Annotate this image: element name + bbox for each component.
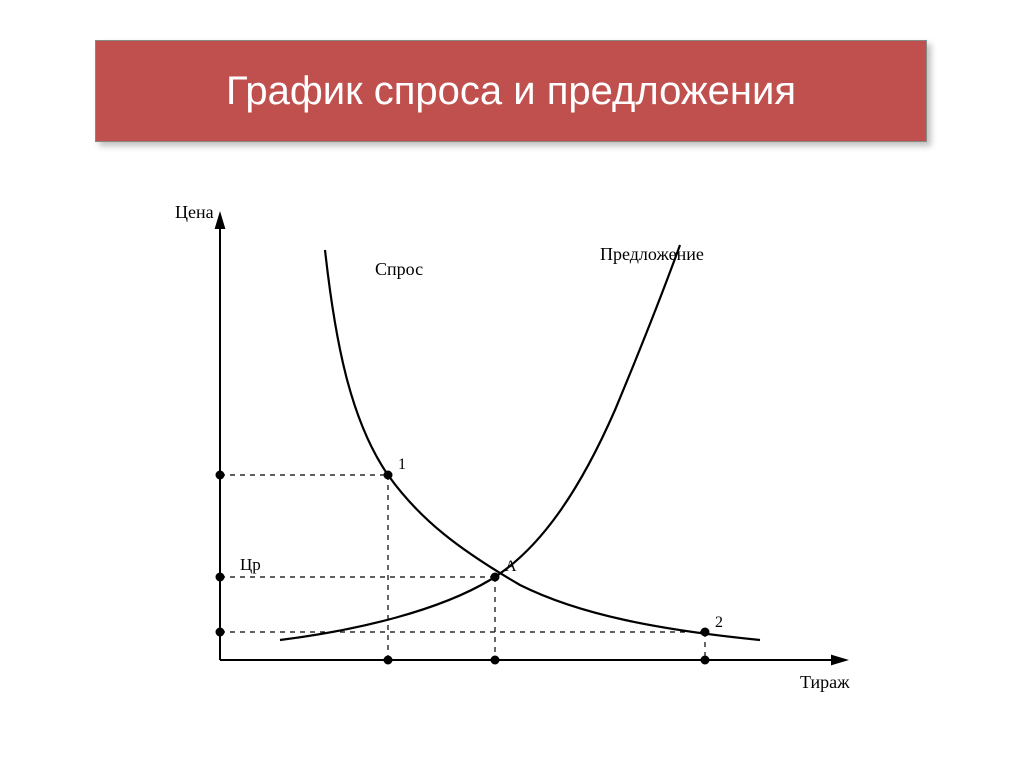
- price-equilibrium-label: Цр: [240, 555, 261, 574]
- point-x1: [384, 656, 393, 665]
- point-2: [701, 628, 710, 637]
- chart-svg: Цена Тираж Спрос Предложение 1 A 2 Цр: [140, 190, 890, 720]
- y-axis-label: Цена: [175, 202, 214, 222]
- point-yA: [216, 573, 225, 582]
- x-axis-arrow-icon: [831, 655, 849, 666]
- demand-curve-label: Спрос: [375, 259, 423, 279]
- point-y1: [216, 471, 225, 480]
- title-text: График спроса и предложения: [226, 69, 796, 114]
- y-axis-arrow-icon: [215, 211, 226, 229]
- point-1: [384, 471, 393, 480]
- point-1-label: 1: [398, 456, 406, 473]
- data-points: [216, 471, 710, 665]
- supply-curve: [280, 245, 680, 640]
- supply-curve-label: Предложение: [600, 244, 704, 264]
- x-axis-label: Тираж: [800, 672, 850, 692]
- point-A: [491, 573, 500, 582]
- demand-curve: [325, 250, 760, 640]
- point-y2: [216, 628, 225, 637]
- point-x2: [701, 656, 710, 665]
- point-A-label: A: [505, 558, 517, 575]
- point-2-label: 2: [715, 614, 723, 631]
- supply-demand-chart: Цена Тираж Спрос Предложение 1 A 2 Цр: [140, 190, 890, 720]
- dashed-guides: [220, 475, 705, 660]
- title-box: График спроса и предложения: [95, 40, 927, 142]
- point-xA: [491, 656, 500, 665]
